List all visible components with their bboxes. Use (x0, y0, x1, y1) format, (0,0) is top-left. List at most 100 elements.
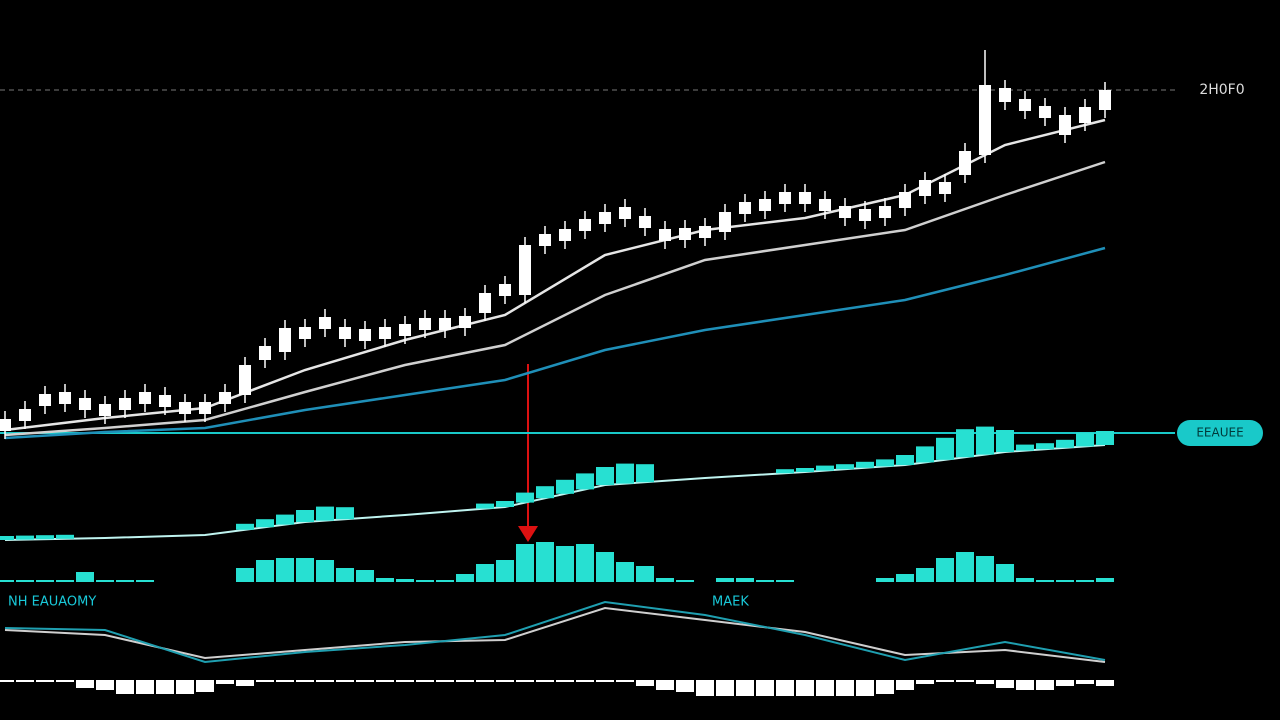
bar (36, 535, 54, 540)
bar (736, 680, 754, 696)
bar (1076, 680, 1094, 684)
bar (916, 680, 934, 684)
candle-body (159, 395, 171, 407)
bar (536, 486, 554, 499)
bar (76, 680, 94, 688)
bar (576, 680, 594, 682)
candle-body (699, 226, 711, 238)
bar (476, 680, 494, 682)
bar (296, 680, 314, 682)
bar (276, 680, 294, 682)
candle-body (219, 392, 231, 404)
bar (96, 580, 114, 582)
bar (816, 465, 834, 471)
price-badge (1177, 420, 1263, 446)
candle-body (199, 402, 211, 414)
candle-body (279, 328, 291, 352)
bar (916, 446, 934, 463)
bar (256, 519, 274, 528)
bar (1056, 439, 1074, 448)
bar (576, 473, 594, 490)
bar (1016, 578, 1034, 582)
bar (676, 580, 694, 582)
candle-body (1059, 115, 1071, 135)
candle-body (819, 199, 831, 211)
bar (616, 562, 634, 582)
bar (236, 568, 254, 582)
candle-body (979, 85, 991, 155)
bar (736, 578, 754, 582)
moving-average (4, 246, 1106, 440)
bar (0, 680, 14, 682)
bar (656, 680, 674, 690)
bar (0, 536, 14, 540)
bar (856, 461, 874, 468)
bar (616, 680, 634, 682)
candle-body (919, 180, 931, 196)
bar (636, 464, 654, 483)
bar (36, 680, 54, 682)
candle-body (139, 392, 151, 404)
price-label: EEAUEE (1196, 426, 1243, 440)
bar (596, 552, 614, 582)
bar (396, 680, 414, 682)
base-line (4, 444, 1106, 541)
bar (556, 680, 574, 682)
bar (816, 680, 834, 696)
bar (356, 570, 374, 582)
bar (956, 429, 974, 458)
bar (896, 455, 914, 465)
candle-body (799, 192, 811, 204)
bar (496, 501, 514, 507)
bar (116, 580, 134, 582)
bar (196, 680, 214, 692)
bar (496, 680, 514, 682)
bar (1076, 580, 1094, 582)
bar (636, 680, 654, 686)
bar (316, 560, 334, 582)
bar (536, 542, 554, 582)
bar (376, 578, 394, 582)
bar (476, 503, 494, 509)
candle-body (999, 88, 1011, 102)
bar (776, 680, 794, 696)
candle-body (859, 209, 871, 221)
bar (656, 578, 674, 582)
bar (416, 580, 434, 582)
bar (356, 680, 374, 682)
candle-body (599, 212, 611, 224)
bar (296, 558, 314, 582)
bar (216, 680, 234, 684)
bar (596, 680, 614, 682)
bar (936, 437, 954, 460)
bar (796, 680, 814, 696)
candle-body (619, 207, 631, 219)
candle-body (419, 318, 431, 330)
candle-body (779, 192, 791, 204)
bar (56, 534, 74, 539)
bar (456, 680, 474, 682)
candle-body (939, 182, 951, 194)
candle-body (1099, 90, 1111, 110)
bar (1036, 580, 1054, 582)
bar (316, 680, 334, 682)
bar (516, 544, 534, 582)
candle-body (259, 346, 271, 360)
bar (1096, 578, 1114, 582)
bar (1096, 431, 1114, 445)
bar (336, 568, 354, 582)
candle-body (379, 327, 391, 339)
bar (56, 680, 74, 682)
bar (396, 579, 414, 582)
candle-body (559, 229, 571, 241)
candle-body (359, 329, 371, 341)
candle-body (639, 216, 651, 228)
bar (336, 680, 354, 682)
candle-body (319, 317, 331, 329)
bar (336, 507, 354, 520)
bar (996, 430, 1014, 452)
candle-body (579, 219, 591, 231)
panel-label: NH EAUAOMY (8, 595, 96, 610)
bar (256, 560, 274, 582)
